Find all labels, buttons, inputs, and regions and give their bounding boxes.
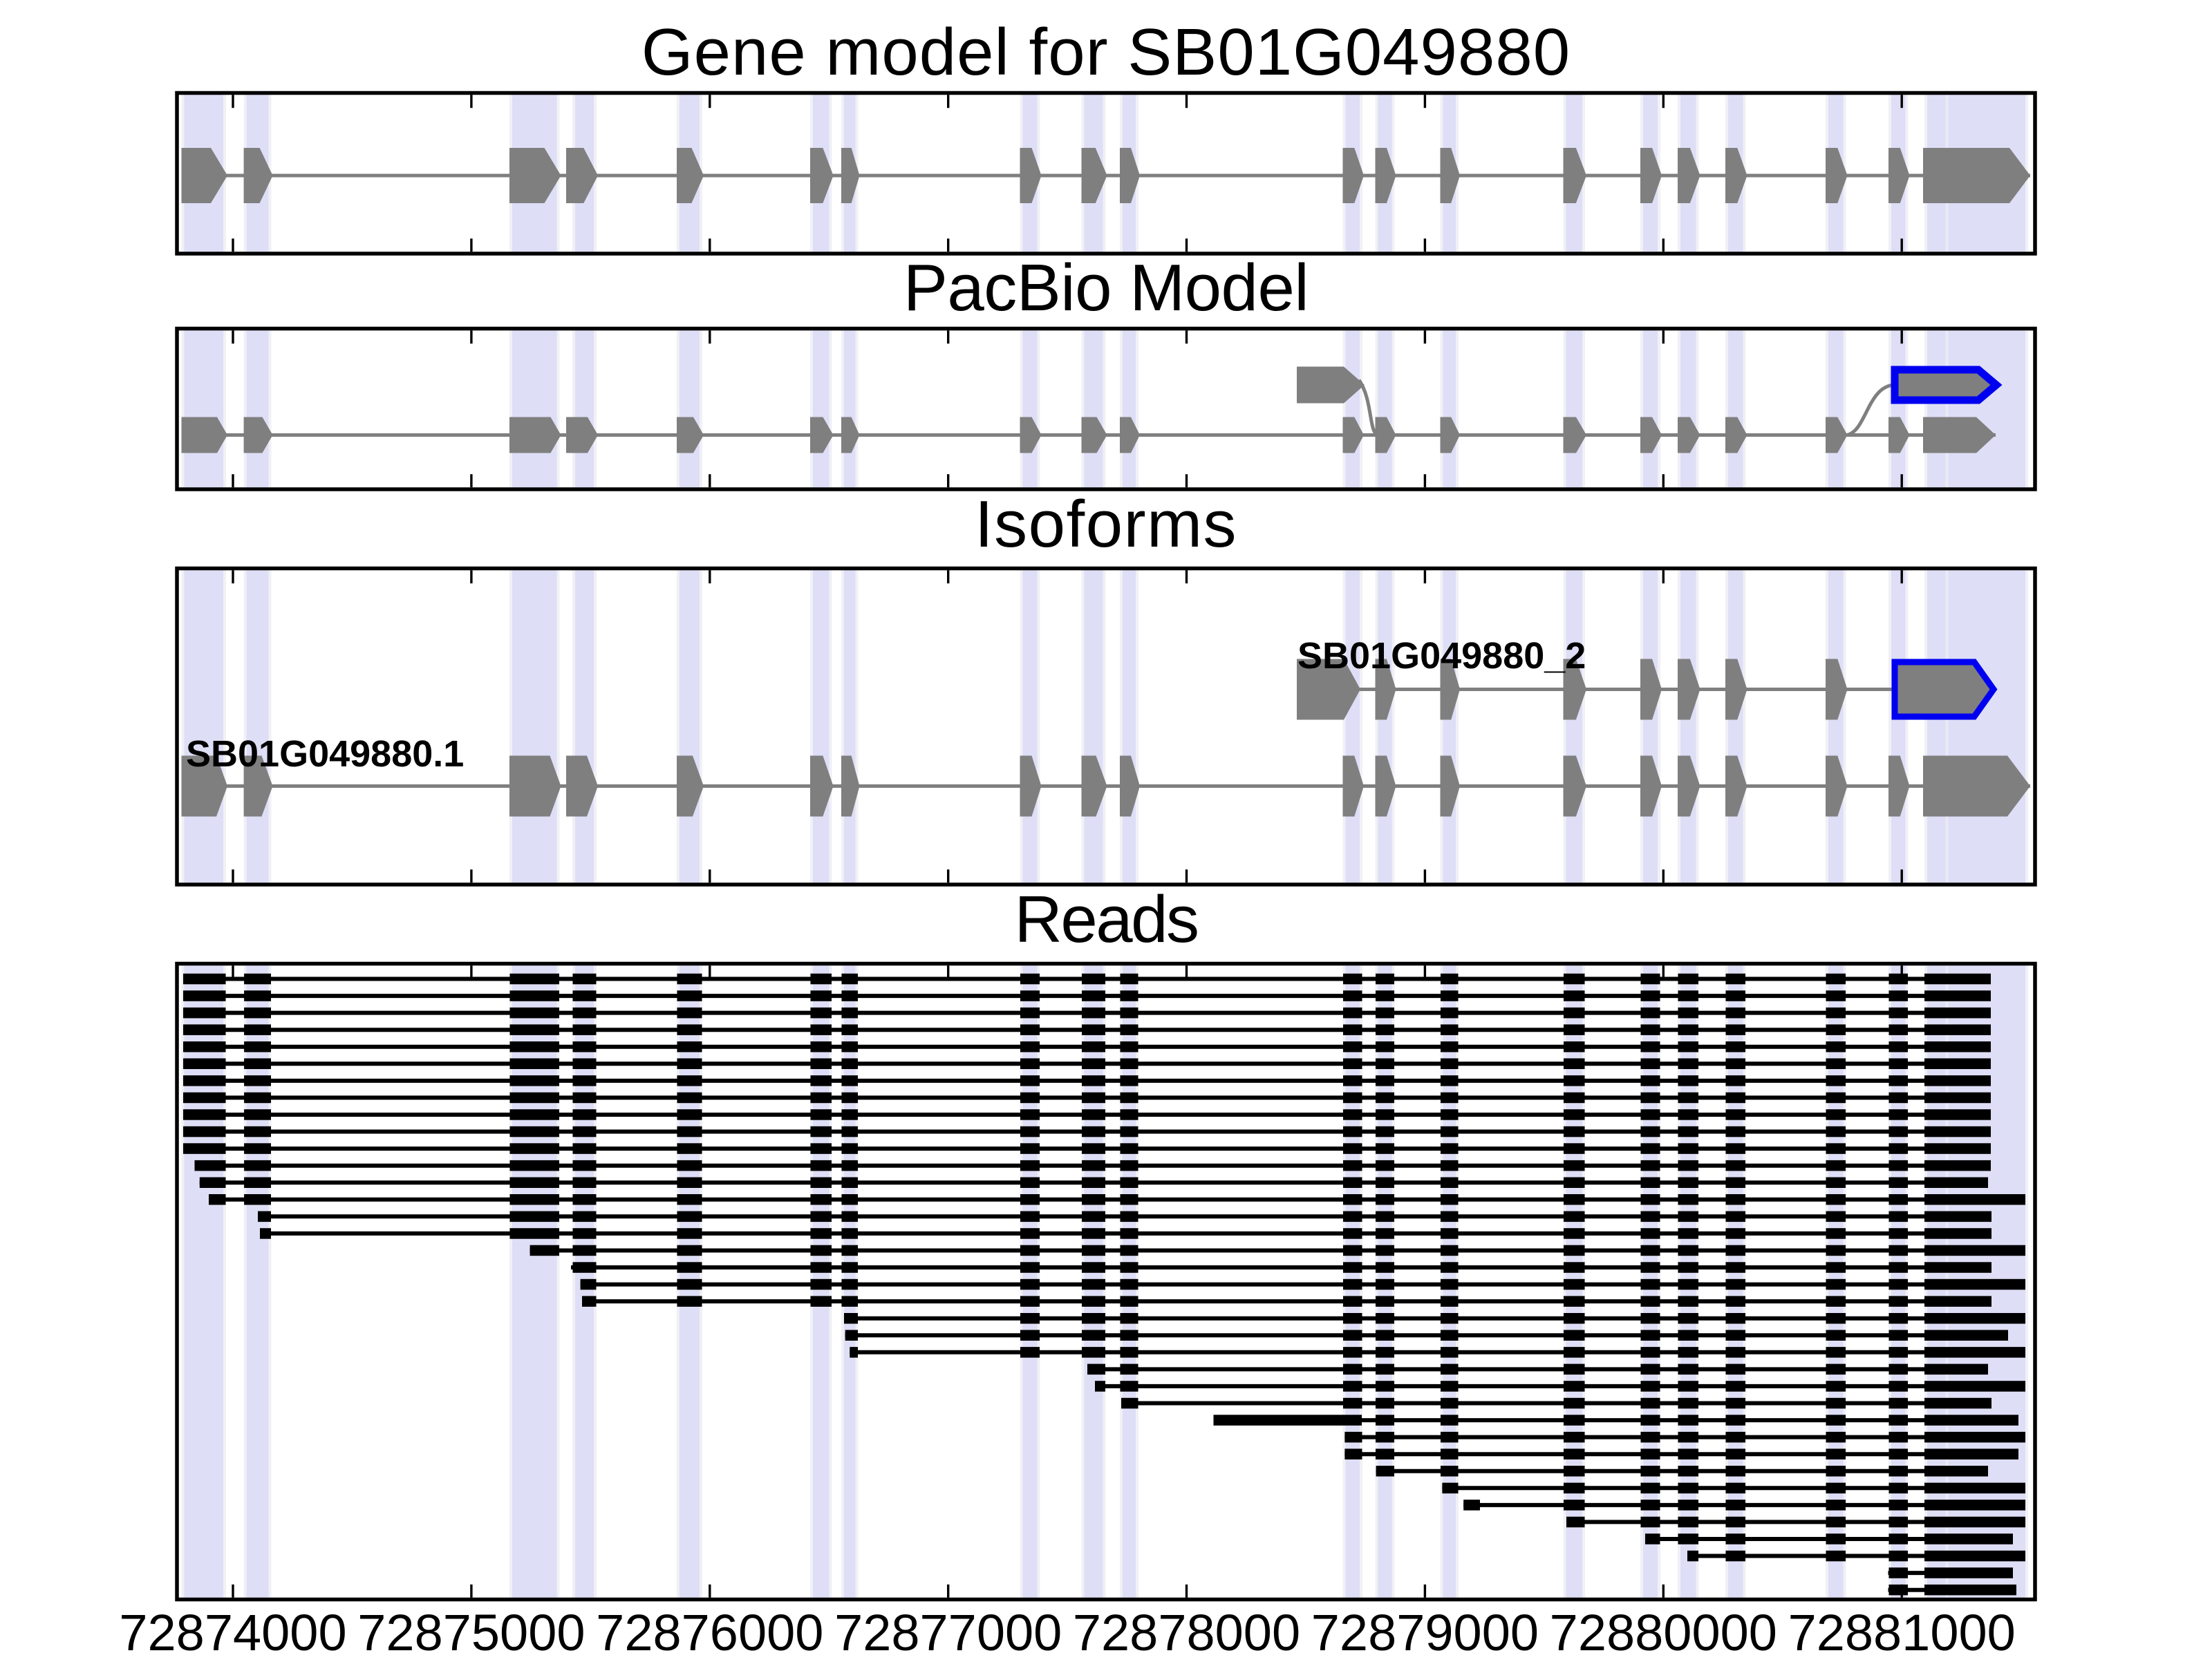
svg-text:72878000: 72878000	[1073, 1604, 1300, 1659]
svg-text:Gene model for SB01G049880: Gene model for SB01G049880	[641, 15, 1571, 89]
svg-text:PacBio Model: PacBio Model	[903, 251, 1309, 325]
svg-text:72881000: 72881000	[1788, 1604, 2016, 1659]
svg-text:72875000: 72875000	[357, 1604, 585, 1659]
svg-text:72874000: 72874000	[119, 1604, 346, 1659]
svg-text:72879000: 72879000	[1311, 1604, 1539, 1659]
svg-text:SB01G049880_2: SB01G049880_2	[1297, 635, 1586, 677]
svg-text:Isoforms: Isoforms	[975, 487, 1237, 561]
svg-text:SB01G049880.1: SB01G049880.1	[186, 733, 464, 775]
svg-text:72876000: 72876000	[596, 1604, 823, 1659]
svg-text:72880000: 72880000	[1550, 1604, 1777, 1659]
svg-text:Reads: Reads	[1015, 882, 1198, 956]
svg-text:72877000: 72877000	[834, 1604, 1062, 1659]
